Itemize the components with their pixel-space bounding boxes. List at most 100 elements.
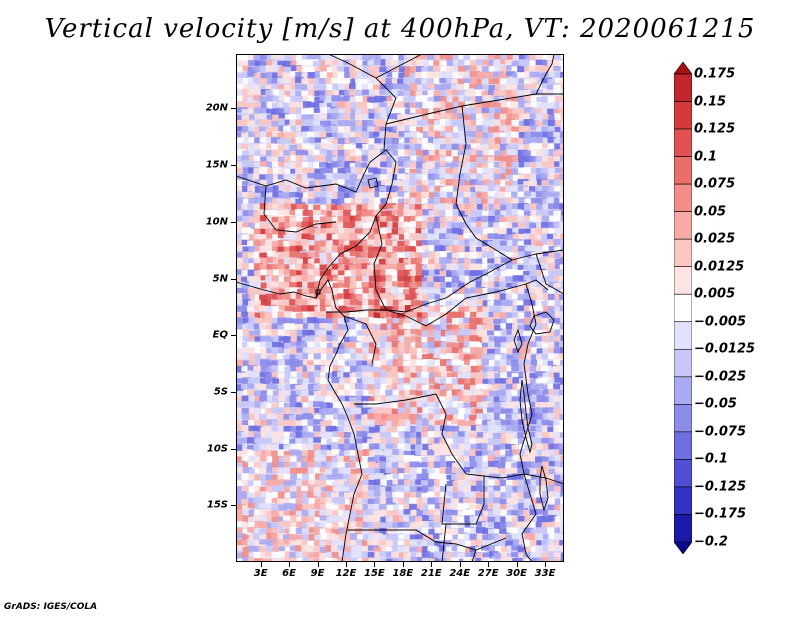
colorbar-tick-label: 0.005	[694, 286, 736, 302]
colorbar-tick-label: −0.025	[694, 369, 747, 385]
lat-tick	[231, 391, 236, 393]
lon-tick-label: 24E	[449, 568, 471, 579]
coastline-west-africa	[236, 279, 363, 562]
border-car-sudan	[465, 223, 513, 261]
border-tanzania	[523, 473, 564, 485]
lon-tick-label: 12E	[335, 568, 357, 579]
colorbar-tick-label: 0.1	[694, 149, 718, 165]
colorbar-bin	[674, 128, 692, 157]
colorbar-tick-label: −0.0125	[694, 341, 756, 357]
colorbar-tick-label: −0.175	[694, 506, 747, 522]
border-botswana	[441, 523, 477, 562]
lat-tick	[231, 505, 236, 507]
lat-tick-label: EQ	[212, 329, 228, 341]
colorbar-tick-label: 0.125	[694, 121, 736, 137]
lat-tick	[231, 448, 236, 450]
island-bioko	[315, 289, 321, 295]
lon-tick-label: 18E	[392, 568, 414, 579]
lat-tick-label: 5N	[212, 273, 228, 285]
lon-tick	[345, 562, 347, 567]
lon-tick	[402, 562, 404, 567]
lon-tick	[431, 562, 433, 567]
lon-tick	[374, 562, 376, 567]
lat-tick-label: 10N	[205, 216, 228, 228]
colorbar	[674, 62, 692, 554]
colorbar-tick-label: 0.15	[694, 94, 727, 110]
lon-tick-label: 6E	[282, 568, 296, 579]
border-sahel	[236, 149, 397, 217]
lake-malawi	[539, 465, 549, 512]
border-zambia	[441, 476, 485, 525]
latitude-axis: 20N 15N 10N 5N EQ 5S 10S 15S	[180, 54, 236, 562]
border-gabon-congo	[326, 309, 386, 365]
colorbar-bin	[674, 431, 692, 460]
border-mozambique	[521, 513, 537, 562]
grads-credit: GrADS: IGES/COLA	[4, 602, 98, 612]
lat-tick	[231, 108, 236, 110]
lat-tick	[231, 335, 236, 337]
colorbar-bin	[674, 73, 692, 102]
border-niger-libya	[327, 54, 397, 151]
lon-tick	[459, 562, 461, 567]
lon-tick-label: 30E	[506, 568, 527, 579]
lon-tick	[488, 562, 490, 567]
plot-title: Vertical velocity [m/s] at 400hPa, VT: 2…	[44, 14, 756, 44]
border-angola-drc	[354, 393, 525, 479]
lake-albert	[513, 328, 523, 354]
colorbar-bin	[674, 404, 692, 433]
colorbar-tick-label: 0.0125	[694, 259, 745, 275]
border-nigeria-niger	[263, 185, 337, 233]
lon-tick-label: 3E	[253, 568, 268, 579]
colorbar-tick-label: −0.125	[694, 479, 747, 495]
lake-victoria	[529, 311, 555, 335]
colorbar-bin	[674, 266, 692, 295]
colorbar-bin	[674, 183, 692, 212]
lon-tick-label: 21E	[420, 568, 442, 579]
longitude-axis: 3E 6E 9E 12E 15E 18E 21E 24E 27E 30E 33E	[236, 562, 564, 592]
coast-red-sea	[535, 54, 555, 95]
border-uganda	[525, 279, 549, 291]
colorbar-bin	[674, 376, 692, 405]
map-border	[236, 54, 564, 562]
lat-tick	[231, 278, 236, 280]
colorbar-tick-label: −0.005	[694, 314, 747, 330]
lat-tick-label: 15N	[205, 159, 228, 171]
colorbar-bin	[674, 293, 692, 323]
border-nigeria-cameroon	[315, 215, 377, 299]
lon-tick	[516, 562, 518, 567]
colorbar-bin	[674, 514, 692, 543]
colorbar-tick-label: −0.075	[694, 424, 747, 440]
colorbar-bottom-triangle	[674, 541, 692, 554]
colorbar-bin	[674, 238, 692, 268]
colorbar-bin	[674, 348, 692, 378]
border-drc-east	[519, 283, 537, 515]
border-drc-north	[385, 283, 527, 327]
colorbar-bin	[674, 211, 692, 240]
lon-tick	[260, 562, 262, 567]
colorbar-tick-label: 0.075	[694, 176, 736, 192]
colorbar-labels: 0.175 0.15 0.125 0.1 0.075 0.05 0.025 0.0125 0.0…	[694, 62, 794, 554]
lon-tick-label: 9E	[310, 568, 325, 579]
colorbar-top-triangle	[674, 62, 692, 75]
border-kenya	[535, 253, 564, 295]
colorbar-bin	[674, 486, 692, 515]
colorbar-tick-label: 0.05	[694, 204, 727, 220]
colorbar-tick-label: 0.175	[694, 66, 736, 82]
border-chad-sudan	[375, 54, 467, 225]
lon-tick-label: 27E	[477, 568, 499, 579]
lat-tick	[231, 165, 236, 167]
lake-chad	[367, 177, 379, 189]
lat-tick	[231, 221, 236, 223]
colorbar-bin	[674, 321, 692, 350]
lon-tick-label: 33E	[534, 568, 556, 579]
vertical-velocity-map	[236, 54, 564, 562]
colorbar-tick-label: 0.025	[694, 231, 736, 247]
colorbar-tick-label: −0.1	[694, 451, 728, 467]
lake-tanganyika	[519, 379, 533, 454]
lon-tick	[317, 562, 319, 567]
colorbar-bin	[674, 101, 692, 130]
lat-tick-label: 15S	[206, 499, 228, 511]
lon-tick	[545, 562, 547, 567]
colorbar-bin	[674, 156, 692, 185]
lat-tick-label: 20N	[205, 102, 228, 114]
